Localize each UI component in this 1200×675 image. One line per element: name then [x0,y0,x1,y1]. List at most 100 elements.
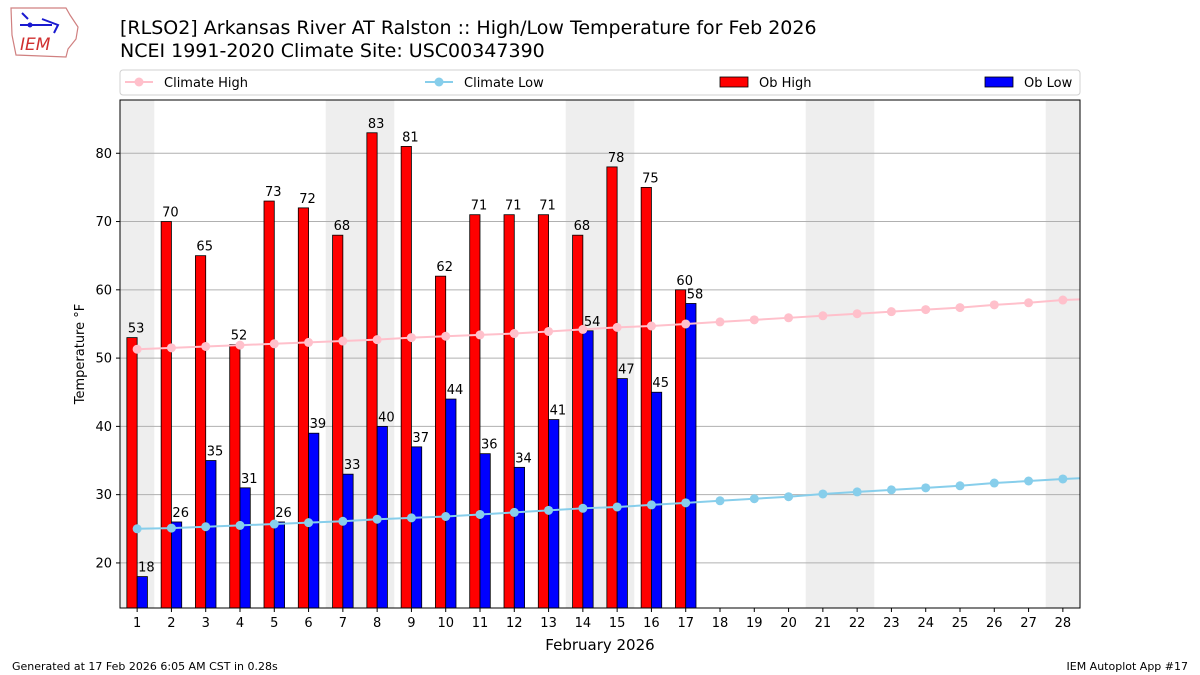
y-axis-label: Temperature °F [73,304,88,405]
climate-low-point [715,496,725,506]
climate-high-point [1024,298,1034,308]
climate-low-point [372,514,382,524]
y-tick-label: 20 [95,556,112,571]
climate-low-point [406,513,416,523]
ob-high-bar [126,337,138,609]
weekend-band [1045,100,1080,608]
ob-low-label: 35 [207,445,224,460]
x-tick-label: 7 [339,616,347,631]
climate-low-point [166,523,176,533]
x-tick-label: 12 [506,616,523,631]
ob-low-label: 54 [584,315,601,330]
climate-high-point [886,307,896,317]
climate-high-point [201,341,211,351]
climate-high-point [372,335,382,345]
ob-low-bar [239,487,251,609]
ob-high-label: 65 [196,240,213,255]
x-axis-label: February 2026 [545,636,654,654]
ob-low-bar [171,521,183,609]
ob-high-label: 81 [402,130,419,145]
ob-high-label: 83 [368,117,385,132]
x-tick-label: 17 [677,616,694,631]
climate-high-point [166,343,176,353]
climate-high-point [441,331,451,341]
y-tick-label: 60 [95,283,112,298]
x-tick-label: 3 [202,616,210,631]
y-tick-label: 30 [95,488,112,503]
ob-high-bar [263,200,275,609]
y-tick-label: 40 [95,420,112,435]
y-tick-label: 70 [95,215,112,230]
x-tick-label: 21 [815,616,832,631]
climate-low-point [338,516,348,526]
x-tick-label: 19 [746,616,763,631]
ob-high-bar [229,344,241,609]
x-tick-label: 15 [609,616,626,631]
climate-high-point [544,326,554,336]
ob-low-label: 26 [172,506,189,521]
ob-low-label: 34 [515,451,532,466]
ob-high-label: 71 [471,199,488,214]
climate-low-point [749,494,759,504]
x-tick-label: 1 [133,616,141,631]
ob-high-label: 68 [574,219,591,234]
climate-high-point [784,313,794,323]
x-tick-label: 4 [236,616,244,631]
ob-high-label: 72 [299,192,316,207]
ob-high-bar [297,207,309,609]
ob-high-bar [572,234,584,609]
ob-low-bar [479,453,491,609]
x-tick-label: 25 [952,616,969,631]
climate-low-point [509,507,519,517]
ob-low-label: 58 [687,287,704,302]
climate-low-point [955,481,965,491]
ob-low-bar [273,521,285,609]
climate-low-point [852,487,862,497]
x-tick-label: 11 [472,616,489,631]
legend-label-ob-high: Ob High [759,76,812,91]
climate-low-point [886,485,896,495]
climate-low-point [544,505,554,515]
legend-swatch-icon [719,76,749,88]
climate-low-point [681,498,691,508]
ob-low-bar [411,446,423,609]
climate-high-point [578,324,588,334]
x-tick-label: 13 [540,616,557,631]
ob-high-label: 60 [676,274,693,289]
climate-high-point [715,317,725,327]
climate-low-point [132,524,142,534]
climate-low-point [201,522,211,532]
generated-footer: Generated at 17 Feb 2026 6:05 AM CST in … [12,660,278,673]
legend-label-climate-low: Climate Low [464,76,544,91]
ob-high-label: 71 [505,199,522,214]
ob-low-label: 33 [344,458,361,473]
x-tick-label: 27 [1020,616,1037,631]
ob-low-bar [582,330,594,609]
ob-low-label: 45 [652,376,669,391]
ob-low-bar [651,391,663,609]
x-tick-label: 2 [167,616,175,631]
ob-high-label: 70 [162,206,179,221]
x-tick-label: 18 [712,616,729,631]
climate-low-point [269,519,279,529]
ob-high-label: 78 [608,151,625,166]
climate-high-point [475,330,485,340]
ob-low-bar [685,303,697,609]
ob-low-bar [616,378,628,609]
ob-low-bar [136,576,148,609]
x-tick-label: 5 [270,616,278,631]
legend-swatch-icon [984,76,1014,88]
x-tick-label: 8 [373,616,381,631]
climate-low-point [304,518,314,528]
ob-high-label: 73 [265,185,282,200]
climate-high-point [406,333,416,343]
ob-low-label: 40 [378,410,395,425]
climate-low-point [818,489,828,499]
ob-low-label: 31 [241,472,258,487]
x-tick-label: 24 [917,616,934,631]
climate-low-point [989,478,999,488]
ob-high-bar [332,234,344,609]
climate-high-point [921,305,931,315]
